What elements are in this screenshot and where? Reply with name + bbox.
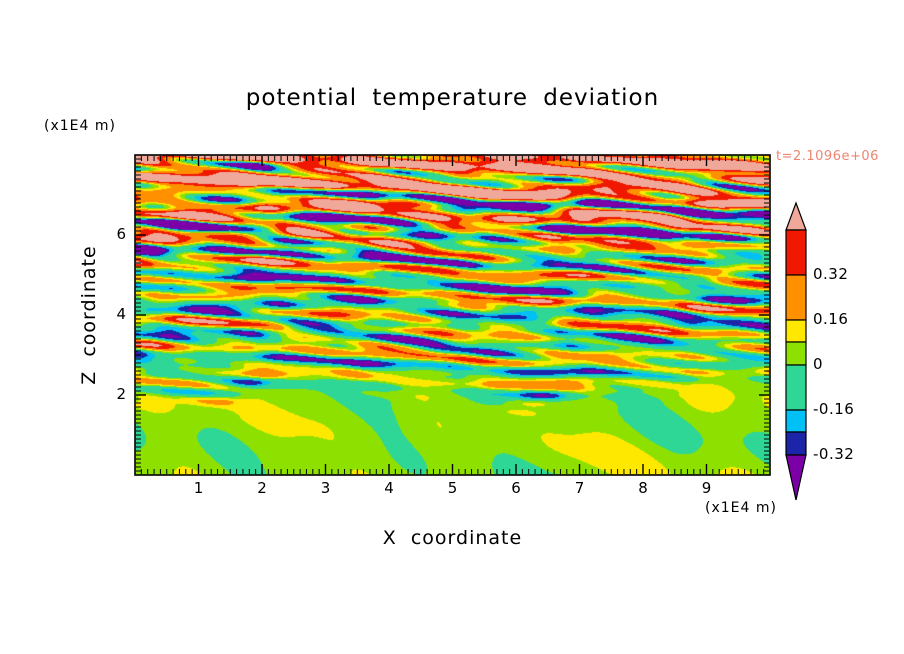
- colorbar-segment: [785, 319, 807, 343]
- x-tick-label: 2: [257, 479, 267, 497]
- z-tick-label: 2: [116, 385, 126, 403]
- colorbar-label: -0.16: [813, 400, 855, 418]
- x-tick-label: 7: [574, 479, 585, 497]
- colorbar-arrow-top: [785, 201, 807, 231]
- x-axis-title: X coordinate: [382, 527, 523, 549]
- x-tick-label: 9: [701, 479, 712, 497]
- x-axis-unit-label: (x1E4 m): [705, 500, 777, 516]
- colorbar-segment: [785, 364, 807, 411]
- colorbar-segment: [785, 409, 807, 433]
- x-tick-label: 4: [384, 479, 394, 497]
- x-tick-label: 8: [638, 479, 648, 497]
- x-tick-label: 6: [511, 479, 521, 497]
- chart-title: potential temperature deviation: [245, 85, 660, 111]
- z-tick-label: 4: [116, 305, 126, 323]
- x-tick-label: 1: [193, 479, 204, 497]
- colorbar-label: 0.32: [813, 265, 849, 283]
- z-tick-label: 6: [116, 225, 126, 243]
- z-axis-unit-label: (x1E4 m): [44, 118, 116, 134]
- colorbar-label: 0: [813, 355, 824, 373]
- colorbar-segment: [785, 431, 807, 456]
- colorbar-segment: [785, 229, 807, 276]
- contour-field-canvas: [135, 155, 770, 475]
- colorbar-arrow-bottom: [785, 454, 807, 501]
- x-tick-label: 5: [447, 479, 458, 497]
- colorbar-label: -0.32: [813, 445, 855, 463]
- time-label: t=2.1096e+06: [776, 149, 879, 164]
- colorbar-segment: [785, 274, 807, 321]
- x-tick-label: 3: [320, 479, 331, 497]
- colorbar-segment: [785, 341, 807, 366]
- colorbar-label: 0.16: [813, 310, 849, 328]
